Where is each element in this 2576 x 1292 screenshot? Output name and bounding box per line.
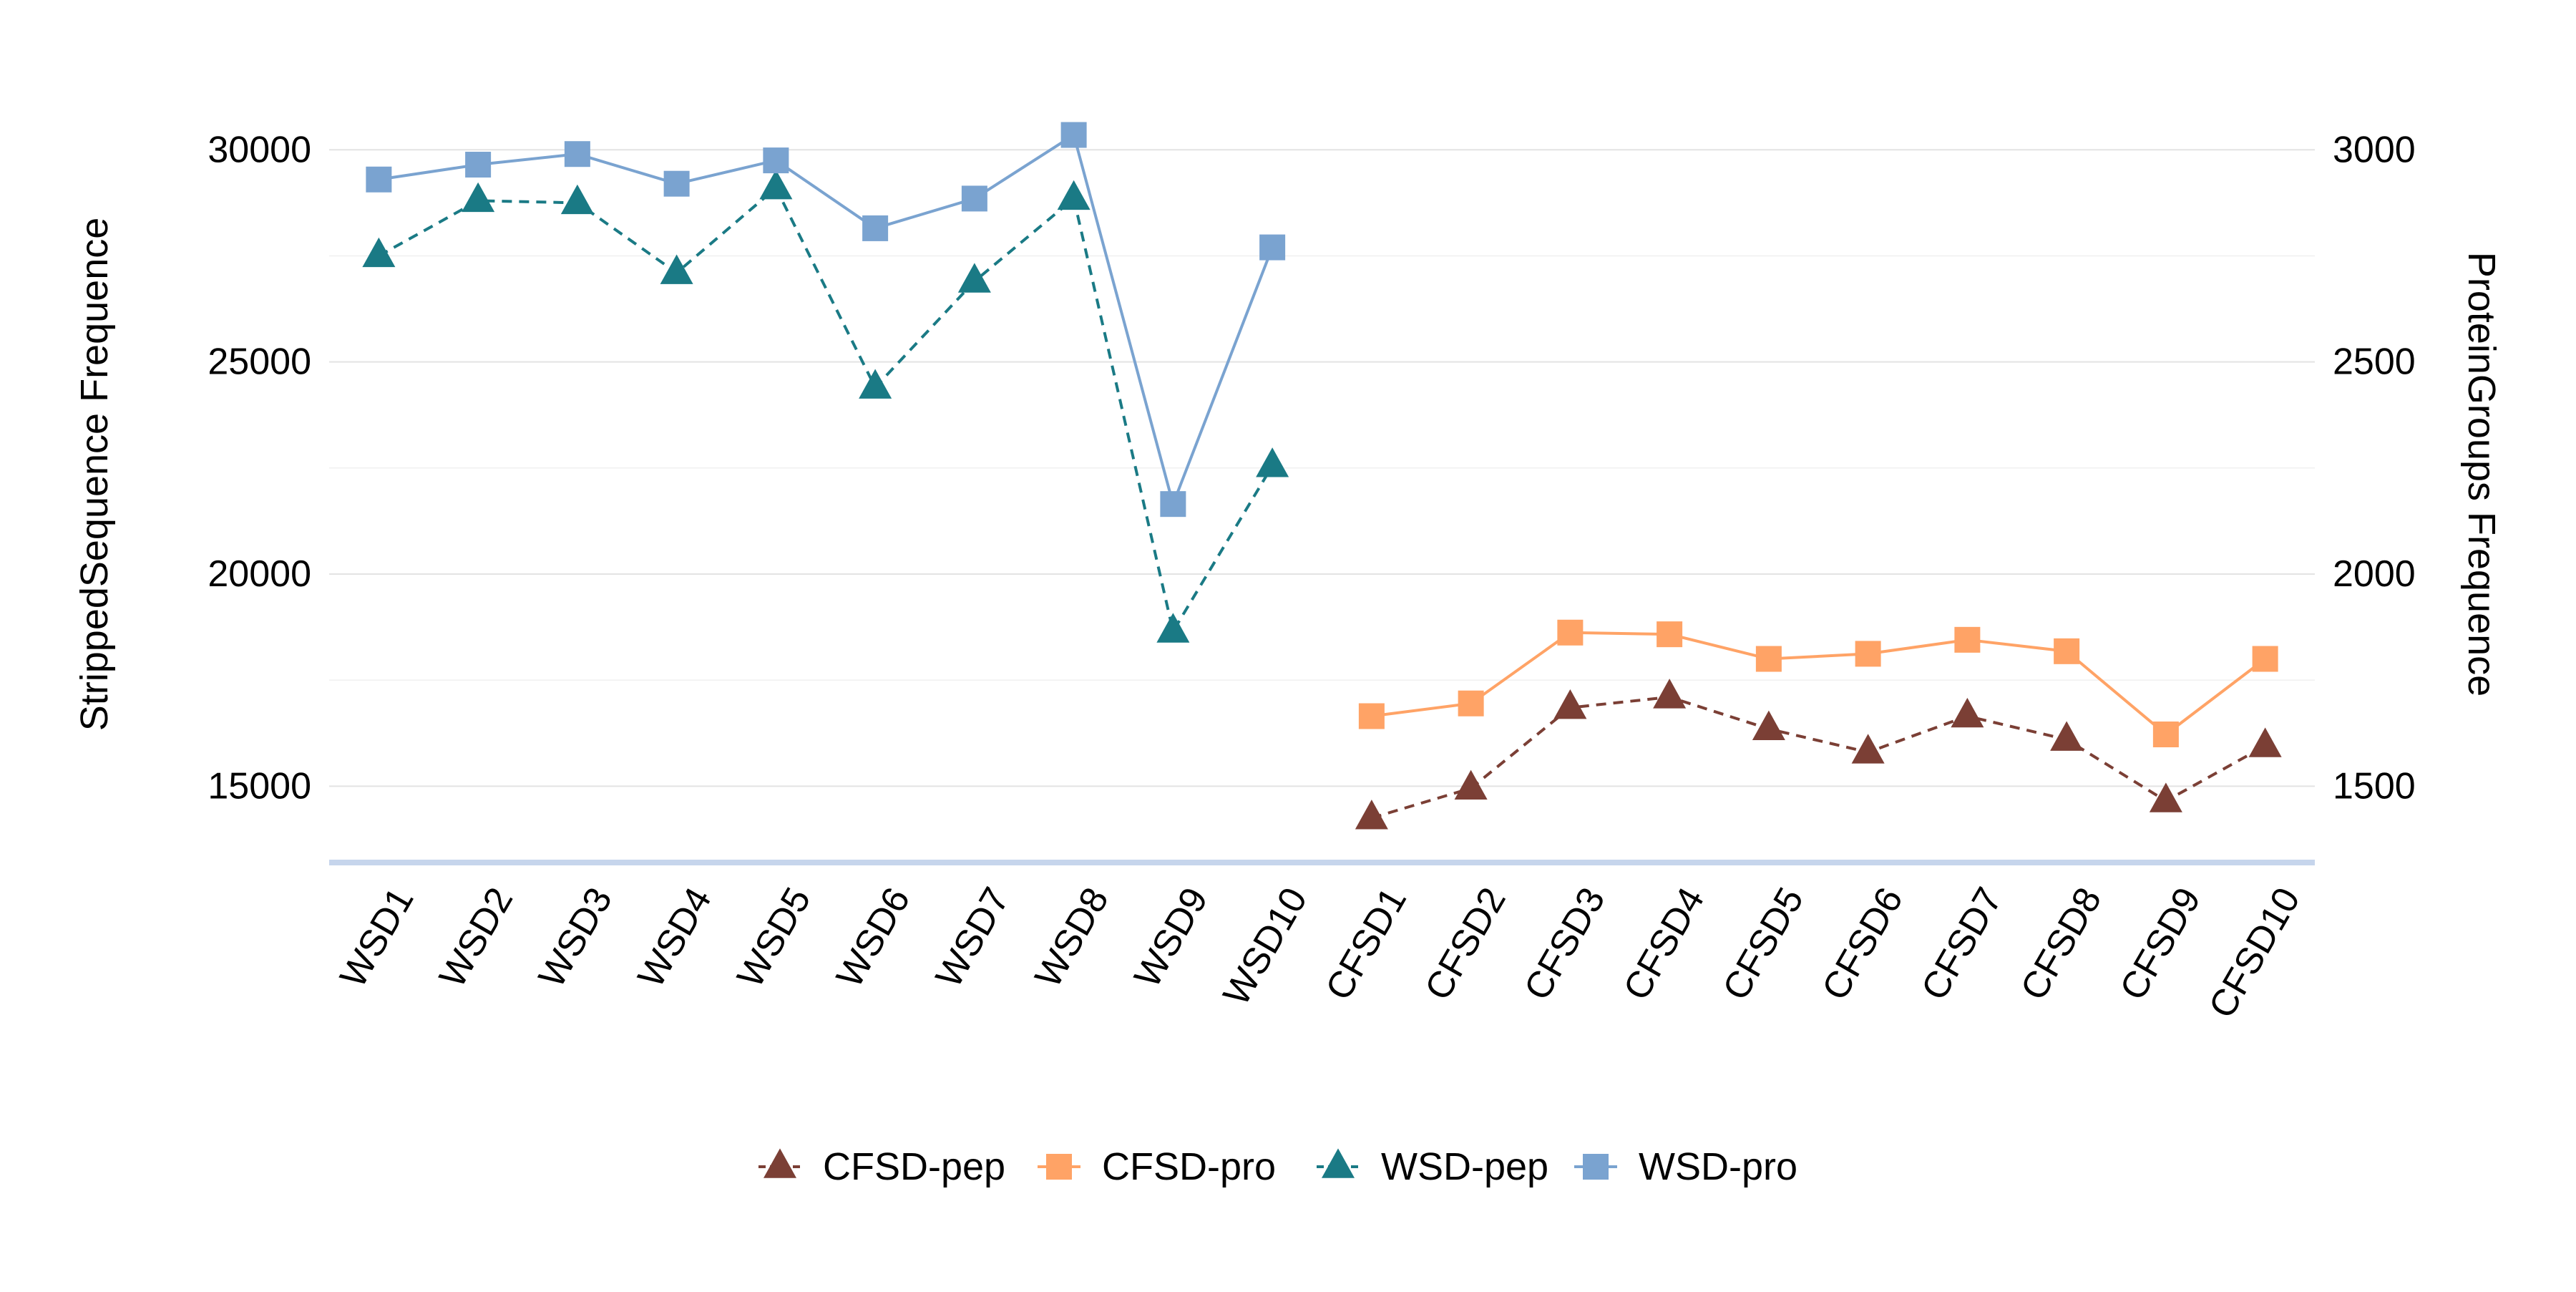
data-point [1454,769,1488,800]
data-point [366,166,392,193]
x-tick-label: CFSD1 [1318,880,1415,1007]
data-point [1557,619,1584,646]
data-point [660,254,693,284]
series-line [378,185,1274,636]
x-axis-ticks: WSD1 WSD2 WSD3 WSD4 WSD5 WSD6 WSD7 WSD8 WSD9WSD1… [332,880,2308,1025]
legend-marker [1322,1148,1355,1178]
x-tick-label: WSD2 [431,880,521,994]
data-point [2252,646,2278,672]
data-point [564,141,590,167]
x-tick-label: CFSD6 [1814,880,1911,1007]
data-point [2152,722,2179,748]
series-line [379,132,1274,509]
y2-tick-label: 2500 [2333,341,2416,383]
x-tick-label: WSD1 [332,880,421,994]
y-tick-label: 20000 [208,553,311,595]
data-point [1954,626,1981,653]
series-line [1371,631,2266,737]
data-point [1355,800,1388,830]
data-point [1458,690,1484,717]
legend-item: CFSD-pro [1038,1145,1276,1188]
y-axis-left-label: StrippedSequence Frequence [73,218,116,732]
data-point [560,184,594,215]
data-point [1358,703,1385,729]
legend-item: WSD-pep [1317,1145,1548,1188]
data-point [1160,491,1186,518]
legend-marker [1046,1154,1072,1180]
x-tick-label: CFSD8 [2013,880,2109,1007]
legend-label: CFSD-pro [1102,1145,1276,1188]
series-wsd-pro [366,122,1286,518]
data-point [1057,180,1091,210]
x-tick-label: WSD3 [531,880,620,994]
series-layer [362,122,2282,830]
y-axis-left-ticks: 15000 20000 25000 30000 [208,129,311,807]
y-tick-label: 30000 [208,129,311,170]
y-tick-label: 15000 [208,765,311,807]
data-point [1653,679,1687,709]
x-tick-label: CFSD9 [2112,880,2209,1007]
series-cfsd-pro [1358,619,2278,748]
data-point [2248,727,2282,757]
x-tick-label: CFSD4 [1616,880,1712,1007]
data-point [2054,638,2080,664]
data-point [759,169,793,200]
legend-item: CFSD-pep [758,1145,1005,1188]
legend: CFSD-pep CFSD-pro WSD-pep WSD-pro [758,1145,1797,1188]
data-point [1855,641,1881,667]
x-tick-label: CFSD5 [1715,880,1812,1007]
data-point [1259,234,1286,261]
data-point [1755,646,1782,672]
series-line [1371,695,2266,820]
data-point [1060,122,1087,148]
data-point [763,147,789,174]
x-tick-label: CFSD3 [1516,880,1613,1007]
data-point [1553,689,1587,719]
legend-marker [763,1148,796,1178]
data-point [961,185,987,212]
x-tick-label: CFSD2 [1417,880,1513,1007]
x-tick-label: WSD4 [630,880,720,994]
y-axis-right-label: ProteinGroups Frequence [2460,252,2503,696]
data-point [957,263,991,293]
data-point [862,215,889,241]
y-axis-right-ticks: 1500 2000 2500 3000 [2333,129,2416,807]
y2-tick-label: 3000 [2333,129,2416,170]
data-point [362,237,396,268]
x-tick-label: WSD5 [729,880,819,994]
series-wsd-pep [362,169,1289,643]
legend-marker [1583,1154,1609,1180]
x-tick-label: WSD10 [1216,880,1316,1012]
y2-tick-label: 2000 [2333,553,2416,595]
legend-item: WSD-pro [1574,1145,1797,1188]
y2-tick-label: 1500 [2333,765,2416,807]
x-tick-label: WSD8 [1028,880,1117,994]
data-point [465,152,492,178]
data-point [1156,613,1190,643]
data-point [2050,721,2084,751]
grid-lines [329,149,2315,787]
legend-label: WSD-pro [1639,1145,1797,1188]
data-point [1851,734,1885,764]
x-tick-label: WSD7 [928,880,1018,994]
data-point [1256,447,1289,477]
x-tick-label: WSD9 [1126,880,1216,994]
y-tick-label: 25000 [208,341,311,383]
data-point [1657,621,1683,648]
data-point [663,170,690,197]
data-point [1951,697,1984,728]
x-tick-label: CFSD10 [2201,880,2308,1025]
x-tick-label: CFSD7 [1913,880,2010,1007]
x-tick-label: WSD6 [829,880,918,994]
data-point [462,182,495,213]
legend-label: WSD-pep [1381,1145,1548,1188]
series-cfsd-pep [1355,679,2282,830]
legend-label: CFSD-pep [823,1145,1005,1188]
data-point [859,369,892,399]
data-point [2149,782,2182,812]
data-point [1752,710,1785,741]
